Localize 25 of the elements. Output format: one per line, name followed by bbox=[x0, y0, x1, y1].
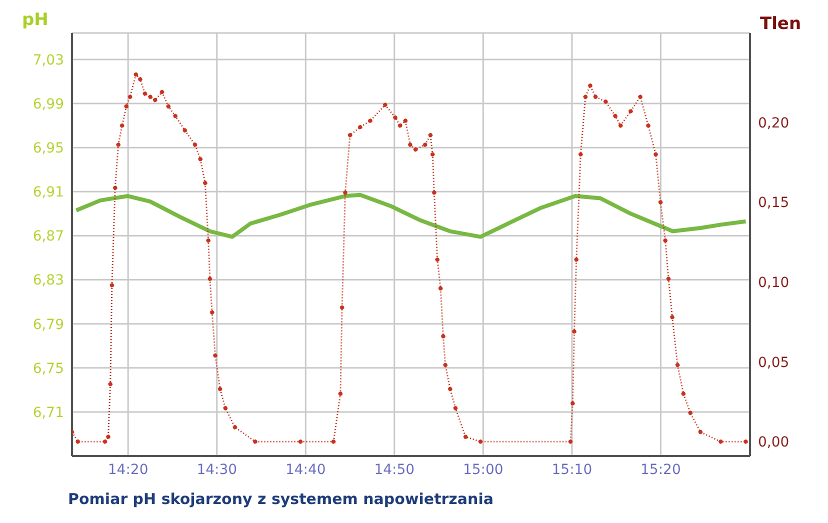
line-series bbox=[74, 192, 748, 239]
y2-tick-label: 0,15 bbox=[758, 195, 790, 212]
y-tick-label: 6,79 bbox=[32, 316, 64, 333]
y-axis-title: pH bbox=[22, 10, 48, 30]
x-tick-label: 14:40 bbox=[285, 462, 326, 478]
y2-tick-label: 0,20 bbox=[758, 115, 790, 132]
x-tick-label: 14:50 bbox=[374, 462, 415, 478]
y2-tick-label: 0,00 bbox=[758, 434, 790, 451]
y-tick-label: 6,87 bbox=[32, 228, 64, 245]
x-tick-label: 14:20 bbox=[108, 462, 148, 478]
y-tick-label: 6,75 bbox=[32, 360, 64, 377]
y-tick-label: 6,91 bbox=[32, 184, 64, 201]
x-tick-label: 14:30 bbox=[196, 462, 238, 478]
y2-tick-label: 0,10 bbox=[758, 274, 790, 291]
y-tick-label: 6,83 bbox=[32, 272, 64, 289]
x-tick-label: 15:10 bbox=[552, 462, 592, 478]
y-tick-label: 6,95 bbox=[32, 140, 64, 157]
x-tick-label: 15:20 bbox=[640, 462, 681, 478]
y-tick-label: 6,71 bbox=[32, 404, 64, 421]
text: Pomiar pH skojarzony z systemem napowietrzania bbox=[68, 490, 494, 508]
y2-axis-title: Tlen bbox=[760, 14, 802, 34]
y2-tick-label: 0,05 bbox=[758, 354, 790, 371]
y-tick-label: 7,03 bbox=[32, 52, 64, 68]
x-tick-label: 15:00 bbox=[462, 462, 504, 478]
y-tick-label: 6,99 bbox=[32, 96, 64, 112]
